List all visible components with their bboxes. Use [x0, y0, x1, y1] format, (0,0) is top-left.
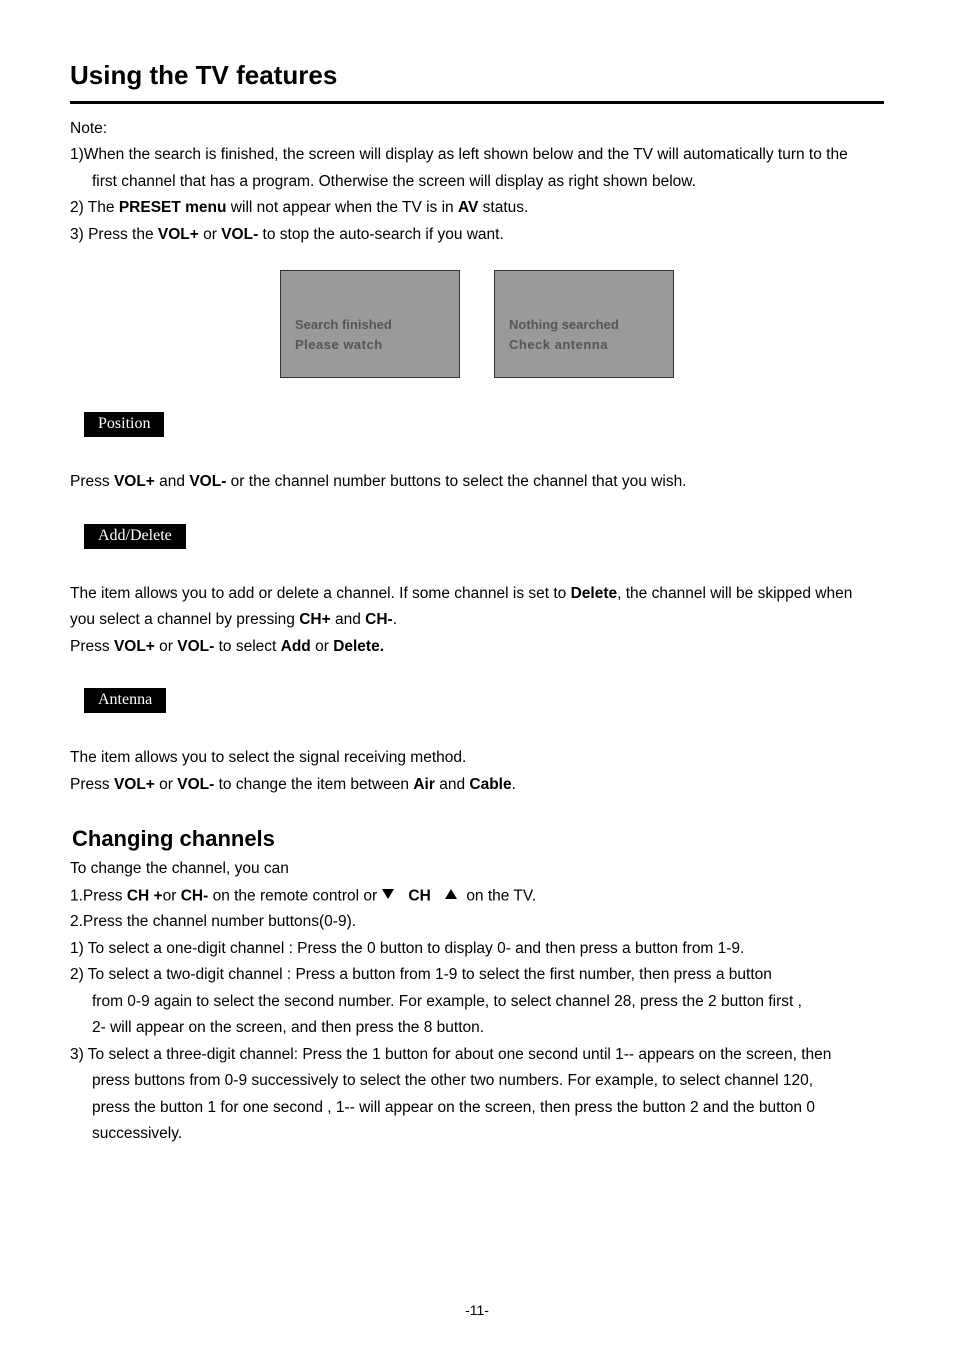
text: .	[393, 611, 397, 628]
text: Press	[70, 638, 114, 655]
bold: VOL+	[114, 473, 155, 490]
line: The item allows you to add or delete a c…	[70, 583, 884, 605]
text: status.	[478, 199, 528, 216]
bold: Air	[413, 776, 435, 793]
title-rule	[70, 101, 884, 104]
bold: Delete	[571, 585, 618, 602]
line: press the button 1 for one second , 1-- …	[70, 1097, 884, 1119]
section-tab-antenna: Antenna	[84, 688, 166, 713]
text: Press	[70, 776, 114, 793]
bold: VOL-	[177, 776, 214, 793]
bold: PRESET menu	[119, 199, 227, 216]
note-item-1: 1)When the search is finished, the scree…	[70, 144, 884, 166]
note-item-2: 2) The PRESET menu will not appear when …	[70, 197, 884, 219]
text: and	[435, 776, 469, 793]
line: 2) To select a two-digit channel : Press…	[70, 964, 884, 986]
line: 1) To select a one-digit channel : Press…	[70, 938, 884, 960]
text: or	[199, 226, 221, 243]
bold: Delete.	[333, 638, 384, 655]
text: and	[331, 611, 365, 628]
line: successively.	[70, 1123, 884, 1145]
text: The item allows you to add or delete a c…	[70, 585, 571, 602]
bold: Add	[281, 638, 311, 655]
line: 3) To select a three-digit channel: Pres…	[70, 1044, 884, 1066]
screen-left-line1: Search finished	[295, 315, 445, 335]
line: 1.Press CH +or CH- on the remote control…	[70, 885, 884, 908]
screen-right-line1: Nothing searched	[509, 315, 659, 335]
screen-box-right: Nothing searched Check antenna	[494, 270, 674, 378]
bold: AV	[458, 199, 478, 216]
text: or the channel number buttons to select …	[226, 473, 686, 490]
text: 3) Press the	[70, 226, 158, 243]
screen-box-left: Search finished Please watch	[280, 270, 460, 378]
text: 2) The	[70, 199, 119, 216]
text: or	[163, 887, 181, 904]
text: .	[512, 776, 516, 793]
section-tab-position: Position	[84, 412, 164, 437]
text: on the TV.	[466, 887, 536, 904]
line: 2.Press the channel number buttons(0-9).	[70, 911, 884, 933]
page-number: -11-	[0, 1302, 954, 1318]
changing-block: To change the channel, you can 1.Press C…	[70, 858, 884, 1145]
bold: VOL+	[158, 226, 199, 243]
section-position: Position Press VOL+ and VOL- or the chan…	[70, 412, 884, 493]
line: To change the channel, you can	[70, 858, 884, 880]
add-delete-text: The item allows you to add or delete a c…	[70, 583, 884, 658]
bold: CH-	[365, 611, 393, 628]
text: to change the item between	[214, 776, 413, 793]
section-tab-add-delete: Add/Delete	[84, 524, 186, 549]
bold: CH +	[127, 887, 163, 904]
bold: Cable	[469, 776, 511, 793]
text: or	[155, 776, 177, 793]
position-text: Press VOL+ and VOL- or the channel numbe…	[70, 471, 884, 493]
line: Press VOL+ or VOL- to select Add or Dele…	[70, 636, 884, 658]
text: or	[155, 638, 177, 655]
text: and	[155, 473, 189, 490]
bold: CH+	[299, 611, 330, 628]
text: 1)When the search is finished, the scree…	[70, 146, 848, 163]
screen-left-line2: Please watch	[295, 335, 445, 355]
bold: CH	[408, 887, 430, 904]
bold: VOL-	[189, 473, 226, 490]
screen-right-line2: Check antenna	[509, 335, 659, 355]
triangle-down-icon	[381, 885, 395, 907]
text: you select a channel by pressing	[70, 611, 299, 628]
antenna-text: The item allows you to select the signal…	[70, 747, 884, 796]
bold: VOL+	[114, 776, 155, 793]
section-add-delete: Add/Delete The item allows you to add or…	[70, 524, 884, 658]
note-block: Note: 1)When the search is finished, the…	[70, 118, 884, 246]
bold: VOL+	[114, 638, 155, 655]
text: Press	[70, 473, 114, 490]
line: from 0-9 again to select the second numb…	[70, 991, 884, 1013]
note-item-1-cont: first channel that has a program. Otherw…	[70, 171, 884, 193]
text: on the remote control or	[208, 887, 377, 904]
page-title: Using the TV features	[70, 60, 884, 91]
text: 1.Press	[70, 887, 127, 904]
note-item-3: 3) Press the VOL+ or VOL- to stop the au…	[70, 224, 884, 246]
line: Press VOL+ or VOL- to change the item be…	[70, 774, 884, 796]
bold: VOL-	[177, 638, 214, 655]
triangle-up-icon	[444, 885, 458, 907]
changing-heading: Changing channels	[72, 826, 884, 852]
text: , the channel will be skipped when	[617, 585, 852, 602]
line: The item allows you to select the signal…	[70, 747, 884, 769]
screen-boxes: Search finished Please watch Nothing sea…	[70, 270, 884, 378]
line: you select a channel by pressing CH+ and…	[70, 609, 884, 631]
text: or	[311, 638, 333, 655]
line: 2- will appear on the screen, and then p…	[70, 1017, 884, 1039]
manual-page: Using the TV features Note: 1)When the s…	[0, 0, 954, 1348]
note-label: Note:	[70, 118, 884, 140]
text: will not appear when the TV is in	[227, 199, 458, 216]
text: to stop the auto-search if you want.	[258, 226, 504, 243]
text: to select	[214, 638, 280, 655]
line: press buttons from 0-9 successively to s…	[70, 1070, 884, 1092]
section-antenna: Antenna The item allows you to select th…	[70, 688, 884, 796]
bold: CH-	[181, 887, 209, 904]
bold: VOL-	[221, 226, 258, 243]
